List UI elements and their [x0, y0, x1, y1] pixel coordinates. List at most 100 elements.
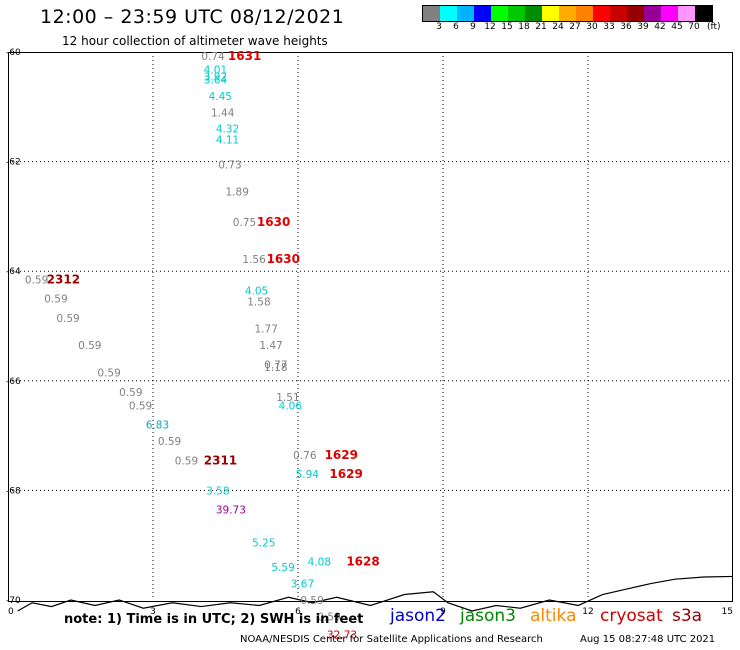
legend-swatch: [661, 6, 678, 21]
wave-height-label: 0.59: [97, 368, 120, 380]
wave-height-label: 0.73: [218, 159, 241, 171]
wave-height-label: 0.59: [44, 294, 67, 306]
legend-swatch: [542, 6, 559, 21]
lon-label: 6: [295, 607, 301, 617]
wave-height-label: 6.83: [146, 420, 169, 432]
legend-swatch: [644, 6, 661, 21]
legend-swatch: [610, 6, 627, 21]
wave-height-label: 0.59: [317, 611, 340, 623]
wave-height-label: 0.74: [201, 51, 225, 63]
wave-height-label: 3.64: [204, 74, 228, 86]
pass-time-label: 1631: [228, 49, 261, 63]
legend-label: 42: [654, 22, 666, 32]
pass-time-label: 1629: [325, 448, 358, 462]
color-scale-legend: [422, 5, 713, 22]
wave-height-label: 0.76: [293, 450, 317, 462]
wave-height-label: 0.59: [119, 387, 142, 399]
wave-height-label: 5.94: [296, 469, 320, 481]
map-subtitle: 12 hour collection of altimeter wave hei…: [62, 34, 328, 48]
legend-label: 6: [453, 22, 459, 32]
legend-swatch: [440, 6, 457, 21]
lon-label: 15: [722, 607, 733, 617]
wave-height-label: 0.59: [300, 595, 323, 607]
wave-height-label: 3.58: [206, 485, 229, 497]
satellite-jason3: jason3: [460, 606, 516, 626]
lon-label: 3: [150, 607, 156, 617]
satellite-s3a: s3a: [672, 606, 703, 626]
lat-label: -60: [6, 48, 21, 58]
wave-height-label: 1.51: [276, 392, 299, 404]
wave-height-label: 3.92: [204, 72, 227, 84]
legend-label: 24: [552, 22, 564, 32]
lat-label: -64: [6, 267, 21, 277]
satellite-cryosat: cryosat: [600, 606, 663, 626]
legend-swatch: [457, 6, 474, 21]
lat-label: -62: [6, 158, 21, 168]
credit-text: NOAA/NESDIS Center for Satellite Applica…: [240, 634, 543, 645]
legend-label: 18: [518, 22, 530, 32]
legend-label: 12: [484, 22, 496, 32]
legend-swatch: [627, 6, 644, 21]
wave-height-label: 0.75: [233, 217, 256, 229]
wave-height-label: 1.89: [226, 187, 249, 199]
wave-height-label: 5.59: [271, 562, 294, 574]
wave-height-label: 1.18: [264, 362, 287, 374]
legend-label: 27: [569, 22, 581, 32]
footnote: note: 1) Time is in UTC; 2) SWH is in fe…: [64, 612, 364, 627]
generated-timestamp: Aug 15 08:27:48 UTC 2021: [580, 634, 716, 645]
wave-height-label: 39.73: [216, 505, 246, 517]
pass-time-label: 2311: [204, 453, 237, 467]
wave-height-label: 1.77: [255, 324, 278, 336]
pass-time-label: 1629: [329, 467, 362, 481]
wave-height-label: 32.73: [327, 630, 357, 642]
coastline: [17, 575, 734, 612]
legend-label: 30: [586, 22, 598, 32]
wave-height-label: 0.59: [175, 455, 198, 467]
legend-label: 9: [470, 22, 476, 32]
legend-label: 3: [436, 22, 442, 32]
pass-time-label: 1630: [257, 215, 290, 229]
wave-height-label: 3.67: [291, 579, 314, 591]
legend-unit: (ft): [707, 22, 721, 32]
lon-label: 0: [8, 607, 14, 617]
wave-height-label: 1.47: [259, 340, 282, 352]
wave-height-label: 0.77: [264, 359, 287, 371]
wave-height-label: 0.59: [78, 340, 101, 352]
legend-swatch: [423, 6, 440, 21]
wave-height-label: 4.11: [216, 135, 239, 147]
wave-height-label: 0.59: [56, 313, 79, 325]
legend-label: 21: [535, 22, 547, 32]
lat-label: -66: [6, 377, 21, 387]
satellite-altika: altika: [530, 606, 577, 626]
legend-swatch: [695, 6, 712, 21]
legend-swatch: [593, 6, 610, 21]
legend-label: 45: [671, 22, 683, 32]
wave-height-label: 1.56: [242, 254, 266, 266]
wave-height-label: 4.05: [245, 285, 268, 297]
wave-height-label: 0.59: [158, 436, 181, 448]
wave-height-label: 4.32: [216, 124, 239, 136]
wave-height-label: 0.59: [129, 400, 152, 412]
legend-swatch: [559, 6, 576, 21]
legend-label: 70: [688, 22, 700, 32]
lon-label: 12: [582, 607, 593, 617]
pass-time-label: 1628: [346, 555, 379, 569]
wave-height-label: 1.44: [211, 107, 235, 119]
wave-height-label: 0.59: [25, 274, 48, 286]
wave-height-label: 4.06: [279, 400, 303, 412]
pass-time-label: 1630: [267, 252, 300, 266]
legend-swatch: [576, 6, 593, 21]
wave-height-label: 4.45: [209, 91, 232, 103]
lon-label: 9: [440, 607, 446, 617]
map-frame: [8, 52, 733, 602]
legend-swatch: [474, 6, 491, 21]
lat-label: -70: [6, 596, 21, 606]
satellite-jason2: jason2: [390, 606, 446, 626]
legend-swatch: [678, 6, 695, 21]
legend-swatch: [525, 6, 542, 21]
pass-time-label: 2312: [47, 272, 80, 286]
legend-label: 15: [501, 22, 513, 32]
lat-label: -68: [6, 486, 21, 496]
wave-height-label: 1.58: [247, 296, 270, 308]
